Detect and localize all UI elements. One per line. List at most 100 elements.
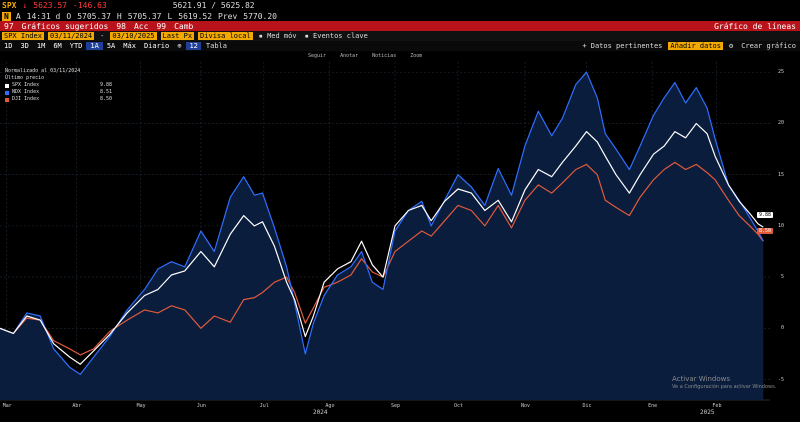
function-toolbar: 97 Gráficos sugeridos 98 Acc 99 Camb Grá… <box>0 21 800 31</box>
open-label: O <box>66 11 72 21</box>
time-label: A <box>15 11 21 21</box>
legend-value-spx: 9.88 <box>99 82 112 88</box>
add-data-button[interactable]: Añadir datos <box>668 42 723 50</box>
y-tick-label: 5 <box>780 274 784 281</box>
ticker[interactable]: SPX <box>2 1 17 10</box>
spx-last-tag: 9.88 <box>756 212 773 218</box>
legend-swatch-ndx <box>5 90 9 95</box>
windows-watermark-title: Activar Windows <box>672 375 730 383</box>
prev-label: Prev <box>218 11 238 21</box>
period-tab-máx[interactable]: Máx <box>123 42 136 50</box>
y-tick-label: 15 <box>777 171 784 178</box>
price-change: -146.63 <box>73 1 107 10</box>
moving-average-toggle[interactable]: ▪ Med móv <box>255 32 301 40</box>
series-line-dji <box>0 161 764 356</box>
y-tick-label: 20 <box>777 120 784 127</box>
tabla-button[interactable]: Tabla <box>205 42 227 50</box>
acc-button[interactable]: Acc <box>133 21 149 31</box>
plus-icon: + <box>582 42 591 50</box>
x-tick-label: Mar <box>2 403 12 409</box>
currency-field[interactable]: Divisa local <box>198 32 253 40</box>
legend-swatch-spx <box>5 83 9 88</box>
period-tab-5a[interactable]: 5A <box>106 42 116 50</box>
legend-item-ndx[interactable]: NDX Index 8.51 <box>5 89 112 96</box>
year-2024-label: 2024 <box>313 409 328 416</box>
last-px-field[interactable]: Last Px <box>160 32 195 40</box>
chart-type-title: Gráfico de líneas <box>714 21 796 31</box>
period-tab-6m[interactable]: 6M <box>53 42 62 50</box>
x-tick-label: Feb <box>712 403 722 409</box>
x-tick-label: Ene <box>648 403 658 409</box>
period-tab-1a[interactable]: 1A <box>86 42 103 50</box>
y-tick-label: -5 <box>777 376 784 383</box>
anotar-button[interactable]: Anotar <box>340 53 359 59</box>
period-row: 1D 3D 1M 6M YTD 1A 5A Máx Diario ⊕ 12 Tabla + Da… <box>0 41 800 51</box>
legend-name-dji: DJI Index <box>12 96 40 102</box>
time-value: 14:31 d <box>26 11 61 21</box>
menu-num-98[interactable]: 98 <box>116 21 126 31</box>
chart-mini-toolbar: Seguir Anotar Noticias Zoom <box>308 53 422 59</box>
legend-name-spx: SPX Index <box>12 82 40 88</box>
status-badge: N <box>2 11 11 21</box>
x-tick-label: Sep <box>391 403 401 409</box>
end-date-field[interactable]: 03/10/2025 <box>110 32 157 40</box>
chart-legend: Normalizado al 03/11/2024 Último precio … <box>5 68 112 103</box>
down-arrow-icon: ↓ <box>22 1 28 10</box>
start-date-field[interactable]: 03/11/2024 <box>48 32 95 40</box>
open-value: 5705.37 <box>77 11 111 21</box>
seguir-button[interactable]: Seguir <box>308 53 327 59</box>
graficos-sugeridos-button[interactable]: Gráficos sugeridos <box>21 21 109 31</box>
period-tab-3d[interactable]: 3D <box>20 42 29 50</box>
noticias-button[interactable]: Noticias <box>372 53 397 59</box>
legend-item-spx[interactable]: SPX Index 9.88 <box>5 82 112 89</box>
camb-button[interactable]: Camb <box>174 21 194 31</box>
med-mov-label: Med móv <box>267 32 297 40</box>
legend-swatch-dji <box>5 97 9 102</box>
bid-ask: 5621.91 / 5625.82 <box>172 1 255 10</box>
menu-num-97[interactable]: 97 <box>4 21 14 31</box>
low-value: 5619.52 <box>178 11 213 21</box>
zoom-toggle-icon[interactable]: ⊕ <box>177 42 182 50</box>
high-value: 5705.37 <box>127 11 162 21</box>
key-events-toggle[interactable]: ▪ Eventos clave <box>301 32 372 40</box>
legend-title: Normalizado al 03/11/2024 <box>5 68 81 74</box>
security-field[interactable]: SPX Index <box>2 32 44 40</box>
x-tick-label: May <box>136 403 146 409</box>
period-tab-1d[interactable]: 1D <box>4 42 13 50</box>
legend-value-ndx: 8.51 <box>99 89 112 95</box>
x-tick-label: Abr <box>72 403 82 409</box>
datos-pertinentes-button[interactable]: + Datos pertinentes <box>578 42 666 50</box>
series-areas <box>0 72 764 400</box>
crear-grafico-button[interactable]: Crear gráfico <box>741 42 796 50</box>
windows-watermark-subtitle: Ve a Configuración para activar Windows. <box>672 384 777 390</box>
checkbox-icon: ▪ <box>304 32 309 40</box>
settings-icon[interactable]: ⚙ <box>728 42 734 50</box>
last-price: 5623.57 <box>33 1 67 10</box>
year-2025-label: 2025 <box>700 409 715 416</box>
ndx-area <box>0 72 764 400</box>
period-tab-diario[interactable]: Diario <box>143 42 170 50</box>
period-tab-ytd[interactable]: YTD <box>69 42 83 50</box>
period-tab-1m[interactable]: 1M <box>36 42 46 50</box>
y-tick-label: 0 <box>780 325 784 332</box>
x-tick-label: Jul <box>259 403 269 409</box>
x-tick-label: Nov <box>520 403 530 409</box>
ohlc-row: N A 14:31 d O 5705.37 H 5705.37 L 5619.5… <box>0 11 800 21</box>
high-label: H <box>116 11 122 21</box>
x-tick-label: Jun <box>196 403 206 409</box>
y-tick-label: 10 <box>777 222 784 229</box>
x-tick-label: Ago <box>325 403 335 409</box>
prev-value: 5770.20 <box>243 11 277 21</box>
quote-row: SPX ↓ 5623.57 -146.63 5621.91 / 5625.82 <box>0 0 800 11</box>
datos-pertinentes-label: Datos pertinentes <box>590 42 663 50</box>
series-lines <box>0 71 764 375</box>
legend-name-ndx: NDX Index <box>12 89 40 95</box>
zoom-button[interactable]: Zoom <box>410 53 423 59</box>
period-tabs: 1D 3D 1M 6M YTD 1A 5A Máx Diario <box>0 42 173 50</box>
menu-num-99[interactable]: 99 <box>156 21 167 31</box>
legend-subtitle: Último precio <box>5 75 45 81</box>
legend-item-dji[interactable]: DJI Index 8.50 <box>5 96 112 103</box>
num-12[interactable]: 12 <box>186 42 201 50</box>
y-tick-label: 25 <box>777 69 784 76</box>
